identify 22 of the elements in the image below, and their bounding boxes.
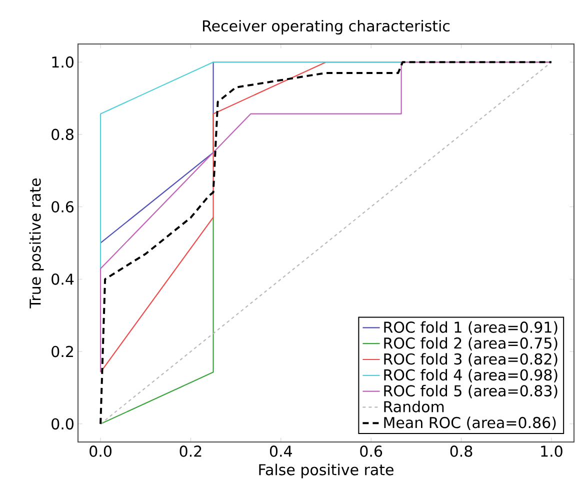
legend-label: ROC fold 3 (area=0.82) [384,353,558,366]
y-tick-label: 0.6 [52,201,74,212]
y-tick-label: 0.8 [52,128,74,140]
y-tick-label: 1.0 [52,56,74,68]
x-tick-label: 0.4 [270,446,292,457]
x-tick-label: 0.8 [450,446,472,457]
legend-label: ROC fold 4 (area=0.98) [384,368,558,382]
legend-label: ROC fold 1 (area=0.91) [384,321,558,335]
legend-label: ROC fold 5 (area=0.83) [384,384,558,398]
y-axis-title: True positive rate [29,178,44,308]
x-tick-label: 0.6 [360,446,382,457]
chart-title: Receiver operating characteristic [203,20,450,34]
x-tick-label: 1.0 [541,446,562,457]
legend-label: Mean ROC (area=0.86) [384,416,556,430]
legend-label: Random [384,400,444,412]
x-tick-label: 0.0 [90,446,112,457]
x-tick-label: 0.2 [180,446,202,457]
y-tick-label: 0.2 [52,346,73,358]
y-tick-label: 0.0 [52,418,74,430]
y-tick-label: 0.4 [52,273,74,285]
legend-label: ROC fold 2 (area=0.75) [384,337,558,351]
x-axis-title: False positive rate [259,464,394,478]
